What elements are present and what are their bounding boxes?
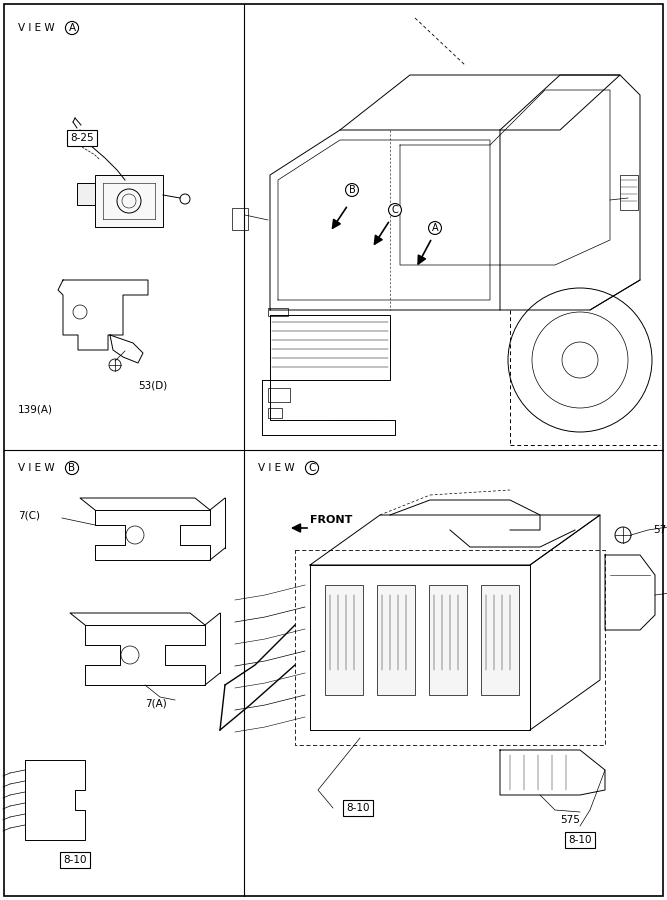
Text: 139(A): 139(A): [18, 405, 53, 415]
Text: A: A: [432, 223, 438, 233]
Text: 53(D): 53(D): [138, 380, 167, 390]
Bar: [77, 183, 95, 205]
Text: B: B: [349, 185, 356, 195]
Text: B: B: [69, 463, 75, 473]
Bar: [232, 208, 248, 230]
Text: 8-25: 8-25: [70, 133, 94, 143]
Text: 7(A): 7(A): [145, 698, 167, 708]
Bar: [268, 388, 290, 402]
Text: C: C: [308, 463, 315, 473]
Text: 575: 575: [560, 815, 580, 825]
Text: A: A: [69, 23, 75, 33]
Bar: [429, 585, 467, 695]
Text: 577: 577: [653, 525, 667, 535]
Bar: [620, 175, 638, 210]
Text: 8-10: 8-10: [346, 803, 370, 813]
Text: V I E W: V I E W: [18, 23, 55, 33]
Text: V I E W: V I E W: [18, 463, 55, 473]
Text: 7(C): 7(C): [18, 510, 40, 520]
Text: V I E W: V I E W: [258, 463, 295, 473]
Bar: [268, 408, 282, 418]
Text: C: C: [392, 205, 398, 215]
Bar: [481, 585, 519, 695]
Bar: [325, 585, 363, 695]
Text: FRONT: FRONT: [310, 515, 352, 525]
Bar: [268, 308, 288, 316]
Bar: [295, 550, 605, 745]
Text: 8-10: 8-10: [568, 835, 592, 845]
Text: 8-10: 8-10: [63, 855, 87, 865]
Bar: [377, 585, 415, 695]
Bar: [95, 175, 163, 227]
